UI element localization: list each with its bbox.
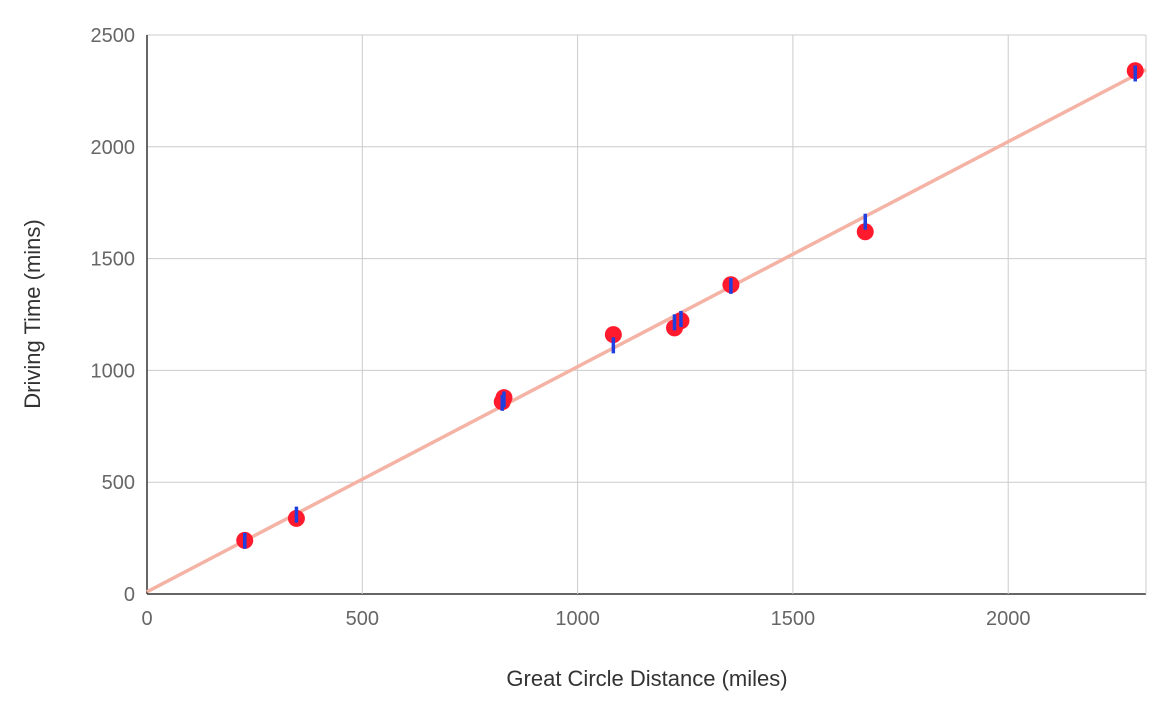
y-tick-label: 2000 (91, 137, 136, 159)
x-tick-label: 500 (346, 608, 379, 630)
y-tick-label: 1500 (91, 249, 136, 271)
trendline-layer (146, 68, 1147, 594)
x-tick-label: 0 (141, 608, 152, 630)
y-tick-label: 2500 (91, 25, 136, 47)
grid-lines (146, 34, 1147, 595)
y-tick-label: 500 (102, 472, 135, 494)
y-tick-label: 1000 (91, 360, 136, 382)
x-tick-label: 1500 (771, 608, 816, 630)
y-tick-label: 0 (124, 584, 135, 606)
observed-point (856, 223, 874, 241)
x-tick-label: 1000 (555, 608, 600, 630)
predicted-marks-layer (242, 65, 1137, 549)
x-axis-label: Great Circle Distance (miles) (506, 666, 787, 691)
observed-point (604, 326, 622, 344)
tick-labels: 0 500 1000 1500 2000 2500 0 500 1000 1500 2000 (91, 25, 1031, 630)
y-axis-label: Driving Time (mins) (20, 219, 45, 408)
x-tick-label: 2000 (986, 608, 1031, 630)
trendline (146, 68, 1147, 594)
